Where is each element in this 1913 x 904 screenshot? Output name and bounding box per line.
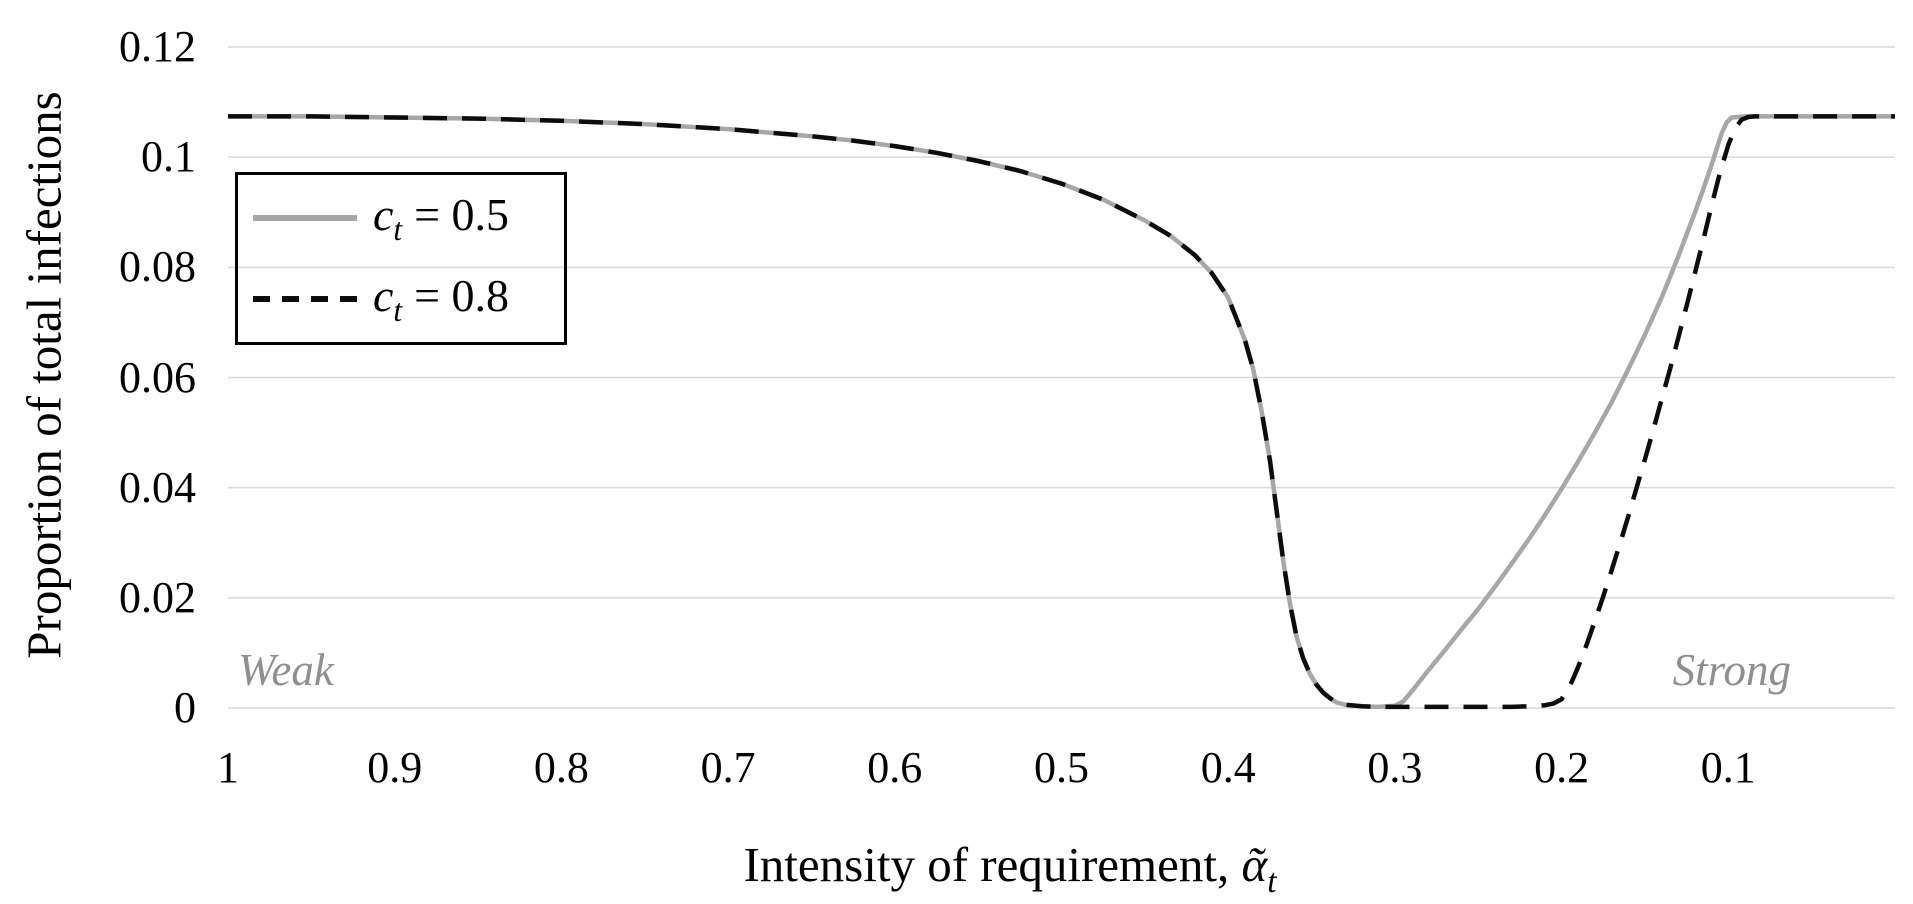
legend-label: ct = 0.8 [373,270,510,329]
x-axis-title-text: Intensity of requirement, [743,837,1242,892]
gridlines [228,46,1895,709]
dashed-black-line-sample [253,296,357,303]
solid-gray-line-sample [253,214,357,221]
legend-entry-ct-0-8: ct = 0.8 [238,259,564,339]
x-tick-label: 0.4 [1200,743,1256,792]
weak-annotation: Weak [238,645,334,695]
y-tick-label: 0.08 [119,242,196,292]
x-tick-label: 0.9 [367,743,423,792]
x-tick-label: 0.7 [700,743,756,792]
x-axis-title-alpha-tilde: ᾶ [1241,837,1268,892]
x-tick-label: 0.5 [1034,743,1089,792]
y-tick-label: 0 [174,683,196,732]
x-tick-label: 0.8 [533,743,589,792]
legend-box: ct = 0.5 ct = 0.8 [235,172,567,345]
series-line-1 [228,114,1895,710]
y-tick-label: 0.1 [141,132,196,182]
strong-annotation: Strong [1672,645,1791,695]
y-tick-label: 0.04 [119,462,196,512]
legend-label: ct = 0.5 [373,188,510,247]
x-tick-label: 0.6 [867,743,923,792]
y-tick-label: 0.12 [119,22,196,71]
x-tick-label: 1 [217,743,239,792]
y-tick-label: 0.02 [119,572,196,622]
y-tick-label: 0.06 [119,352,196,402]
x-axis-title-subscript: t [1267,862,1277,900]
x-axis-title: Intensity of requirement, ᾶt [300,836,1720,901]
legend-entry-ct-0-5: ct = 0.5 [238,178,564,258]
x-tick-label: 0.3 [1367,743,1423,792]
x-tick-label: 0.1 [1700,743,1756,792]
series-lines [228,114,1895,710]
x-tick-label: 0.2 [1534,743,1590,792]
